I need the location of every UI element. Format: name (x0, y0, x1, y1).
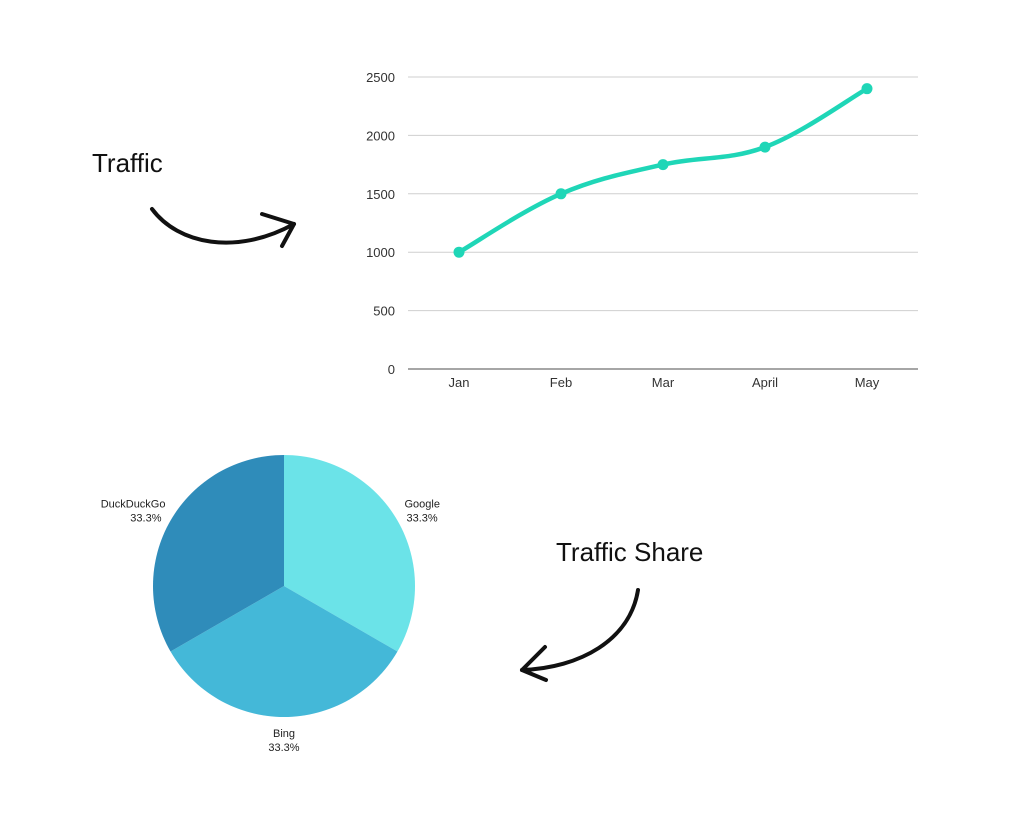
line-chart-y-axis: 0 500 1000 1500 2000 2500 (366, 70, 395, 377)
data-point (861, 83, 873, 95)
line-chart-x-axis: Jan Feb Mar April May (449, 375, 880, 390)
y-tick-label: 500 (373, 304, 395, 319)
pie-slice-percent: 33.3% (268, 742, 299, 754)
pie-slice-label: DuckDuckGo (101, 499, 166, 511)
pie-slice-bing (170, 586, 398, 717)
traffic-line (456, 86, 870, 255)
data-point (555, 188, 567, 200)
pie-chart (153, 455, 415, 717)
data-point (453, 246, 465, 258)
pie-slice-duckduckgo (153, 455, 284, 652)
pie-slice-label: Bing (273, 728, 295, 740)
y-tick-label: 1500 (366, 187, 395, 202)
line-chart-grid (408, 76, 918, 370)
traffic-share-callout-label: Traffic Share (556, 537, 703, 567)
x-tick-label: May (855, 375, 880, 390)
x-tick-label: Jan (449, 375, 470, 390)
arrow-left-icon (520, 588, 640, 682)
data-point (759, 141, 771, 153)
line-chart-series (453, 83, 873, 258)
y-tick-label: 1000 (366, 245, 395, 260)
pie-slice-percent: 33.3% (130, 513, 161, 525)
pie-slice-percent: 33.3% (407, 513, 438, 525)
x-tick-label: Mar (652, 375, 675, 390)
pie-slice-label: Google (405, 499, 440, 511)
pie-slice-google (284, 455, 415, 652)
arrow-right-icon (150, 207, 296, 248)
pie-chart-labels: Google 33.3% Bing 33.3% DuckDuckGo 33.3% (101, 499, 440, 755)
y-tick-label: 2000 (366, 128, 395, 143)
y-tick-label: 0 (388, 362, 395, 377)
x-tick-label: Feb (550, 375, 572, 390)
traffic-callout-label: Traffic (92, 148, 163, 178)
x-tick-label: April (752, 375, 778, 390)
y-tick-label: 2500 (366, 70, 395, 85)
data-point (657, 159, 669, 171)
